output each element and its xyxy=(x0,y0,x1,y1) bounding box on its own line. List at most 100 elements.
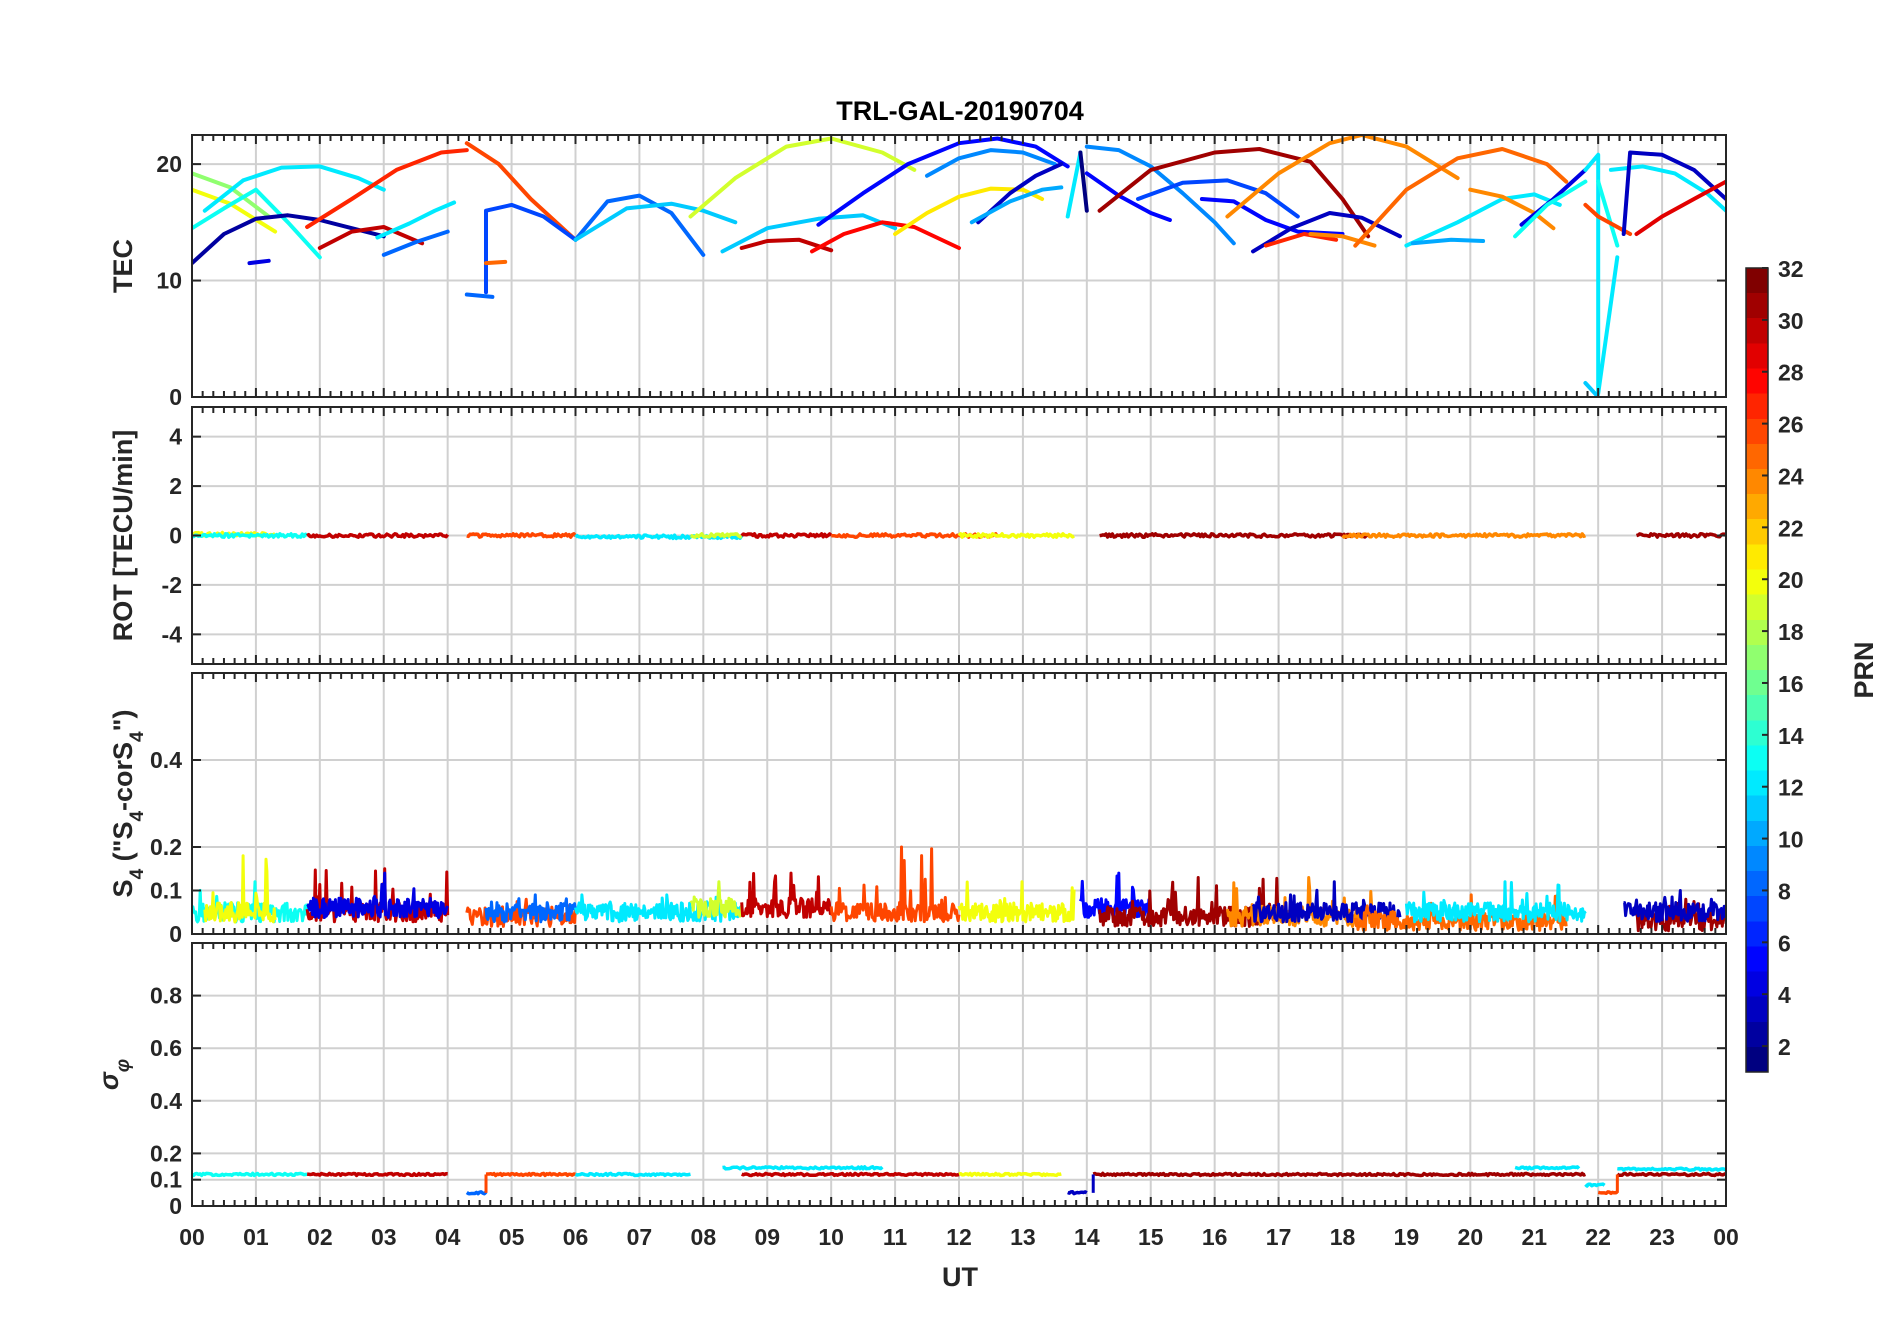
sigma_phi-series-prn-30 xyxy=(740,1171,960,1178)
y-tick-label: 0.8 xyxy=(150,983,182,1009)
x-tick-label: 03 xyxy=(371,1224,397,1250)
x-tick-label: 07 xyxy=(627,1224,653,1250)
tec-series-prn-27 xyxy=(305,148,469,229)
s4-series-prn-12 xyxy=(1404,880,1587,924)
sigma_phi-series-prn-8 xyxy=(465,1190,488,1196)
x-tick-label: 16 xyxy=(1202,1224,1228,1250)
sigma_phi-series-prn-13 xyxy=(192,1171,308,1178)
tec-series-prn-19 xyxy=(688,136,917,219)
s4-series-prn-26 xyxy=(829,845,961,924)
x-tick-label: 02 xyxy=(307,1224,333,1250)
y-axis-label: S4 ("S4-corS4") xyxy=(108,710,148,898)
y-axis-label-subscript: 4 xyxy=(127,868,148,879)
x-tick-label: 04 xyxy=(435,1224,461,1250)
y-tick-label: 0 xyxy=(169,384,182,410)
y-tick-label: 20 xyxy=(156,151,182,177)
tec-series-prn-21 xyxy=(893,186,1045,236)
x-tick-label: 23 xyxy=(1649,1224,1675,1250)
tec-series-prn-27 xyxy=(1263,232,1339,248)
tec-series-prn-10 xyxy=(1410,237,1486,246)
tec-series-prn-1 xyxy=(1078,150,1089,213)
x-tick-label: 20 xyxy=(1458,1224,1484,1250)
rot-series-prn-30 xyxy=(306,532,450,539)
tec-series-prn-24 xyxy=(1225,135,1460,219)
y-tick-label: 0.2 xyxy=(150,834,182,860)
rot-series-prn-26 xyxy=(466,532,577,539)
tec-series-prn-11 xyxy=(573,201,738,242)
x-tick-label: 00 xyxy=(1713,1224,1739,1250)
tec-series-prn-30 xyxy=(739,237,834,253)
colorbar-tick-label: 4 xyxy=(1778,982,1791,1008)
tec-series-prn-26 xyxy=(1583,202,1633,236)
tec-series-prn-12 xyxy=(1583,152,1620,396)
tec-series-prn-29 xyxy=(1634,179,1726,236)
colorbar-tick-label: 12 xyxy=(1778,775,1804,801)
x-tick-label: 14 xyxy=(1074,1224,1100,1250)
y-tick-label: 0.1 xyxy=(150,878,182,904)
tec-series-prn-30 xyxy=(317,225,425,250)
x-ticks xyxy=(191,673,1727,934)
tec-series-prn-11 xyxy=(1583,381,1601,397)
tec-series-prn-2 xyxy=(192,213,386,266)
panel-sigma_phi: 00.10.2 0.4 0.6 0.8 σφ xyxy=(94,942,1727,1219)
x-tick-label: 10 xyxy=(818,1224,844,1250)
s4-series-prn-31 xyxy=(1098,876,1281,928)
sigma_phi-series-prn-12 xyxy=(574,1171,691,1178)
y-axis-label-part: ") xyxy=(108,710,138,732)
y-axis-label-subscript: 4 xyxy=(127,811,148,822)
x-ticks xyxy=(191,135,1727,397)
x-tick-label: 17 xyxy=(1266,1224,1292,1250)
y-axis-label-part: σ xyxy=(94,1071,124,1090)
x-tick-label: 18 xyxy=(1330,1224,1356,1250)
tec-series-prn-31 xyxy=(1097,147,1371,239)
sigma_phi-series-prn-26 xyxy=(485,1171,576,1178)
tec-series-prn-17 xyxy=(192,171,271,219)
tec-series-prn-7 xyxy=(484,202,578,295)
y-axis-label-part: -corS xyxy=(108,742,138,811)
y-axis-label-part: ROT [TECU/min] xyxy=(108,430,138,641)
y-tick-label: 10 xyxy=(156,268,182,294)
s4-series-prn-4 xyxy=(306,871,449,920)
tec-series-prn-9 xyxy=(1084,144,1236,246)
panel-rot: -4 -2 0 2 4 ROT [TECU/min] xyxy=(108,406,1727,665)
tec-series-prn-4 xyxy=(247,258,271,266)
y-tick-label: 0.2 xyxy=(150,1140,182,1166)
tec-series-prn-24 xyxy=(1468,187,1556,231)
y-tick-label: -2 xyxy=(162,572,182,598)
colorbar-label: PRN xyxy=(1849,641,1879,698)
x-tick-labels: 00 01 02 03 04 05 06 07 08 09 10 11 12 13 14 15 16 17 18 19… xyxy=(179,1224,1739,1250)
tec-series-prn-25 xyxy=(1353,147,1569,248)
rot-series-prn-24 xyxy=(1341,532,1587,539)
y-tick-label: 0 xyxy=(169,1193,182,1219)
tec-series-prn-12 xyxy=(202,164,386,213)
rot-series-prn-31 xyxy=(1635,532,1726,539)
y-tick-label: 4 xyxy=(169,424,182,450)
y-tick-label: 0.6 xyxy=(150,1035,182,1061)
colorbar-gradient-bar xyxy=(1745,267,1769,1073)
x-tick-label: 01 xyxy=(243,1224,269,1250)
colorbar-tick-label: 6 xyxy=(1778,930,1791,956)
y-axis-label-subscript: 4 xyxy=(127,731,148,742)
rot-series-prn-30 xyxy=(740,532,833,539)
y-axis-label-part: TEC xyxy=(108,239,138,293)
tec-series-prn-12 xyxy=(1065,150,1083,219)
sigma_phi-series-prn-31 xyxy=(1092,1171,1587,1178)
series-group xyxy=(192,135,1726,397)
colorbar-tick-label: 10 xyxy=(1778,827,1804,853)
tec-series-prn-24 xyxy=(1308,232,1377,248)
colorbar-tick-label: 20 xyxy=(1778,567,1804,593)
x-tick-label: 21 xyxy=(1521,1224,1547,1250)
s4-series-prn-25 xyxy=(1353,893,1568,932)
s4-series-prn-20 xyxy=(957,880,1076,924)
y-axis-label: σφ xyxy=(94,1059,134,1090)
colorbar-tick-label: 30 xyxy=(1778,308,1804,334)
sigma_phi-series-prn-12 xyxy=(1617,1166,1726,1172)
chart-title: TRL-GAL-20190704 xyxy=(836,96,1084,126)
colorbar-tick-label: 24 xyxy=(1778,463,1804,489)
y-axis-label-subscript: φ xyxy=(113,1059,134,1072)
x-tick-label: 08 xyxy=(691,1224,717,1250)
tec-series-prn-12 xyxy=(1608,164,1726,213)
